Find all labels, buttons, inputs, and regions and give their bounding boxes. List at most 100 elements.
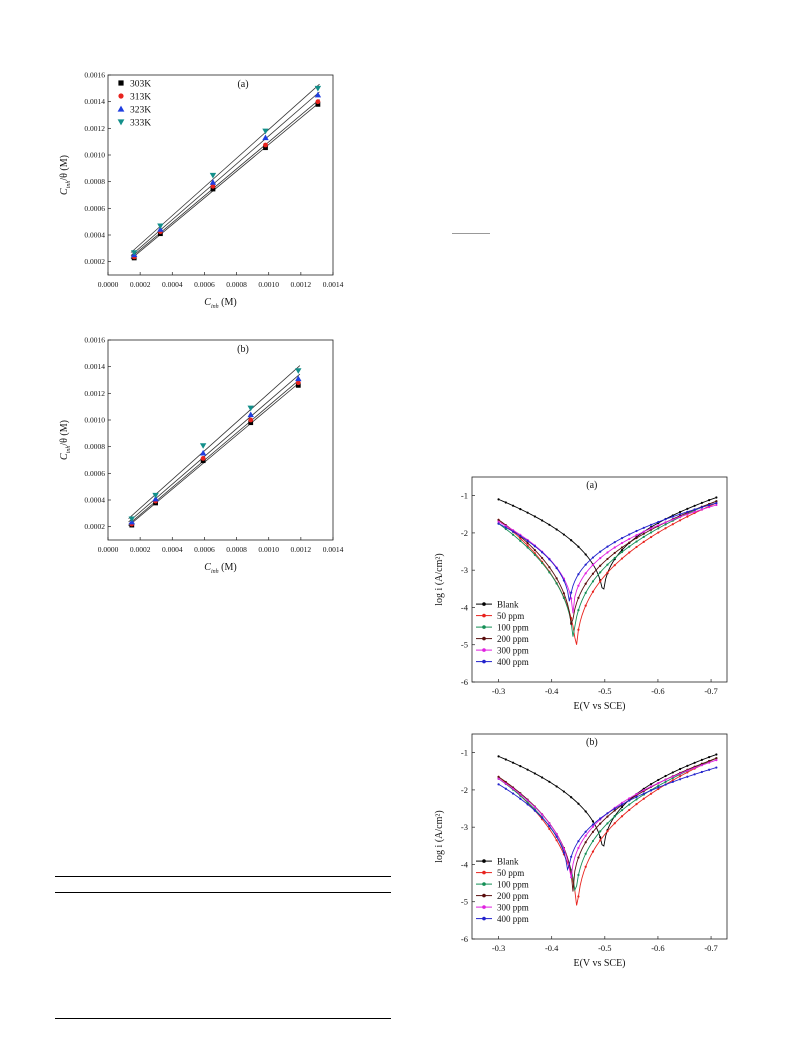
plot-frame — [107, 74, 334, 276]
curve-point-400 ppm — [584, 563, 587, 566]
curve-point-400 ppm — [628, 799, 631, 802]
x-axis-label: Cinh (M) — [204, 562, 236, 575]
curve-point-100 ppm — [562, 596, 566, 600]
y-tick-label: -4 — [461, 859, 469, 869]
curve-point-100 ppm — [664, 523, 667, 526]
curve-point-300 ppm — [693, 510, 696, 513]
curve-point-400 ppm — [642, 792, 645, 795]
curve-point-400 ppm — [562, 851, 566, 854]
curve-point-100 ppm — [555, 582, 558, 585]
curve-point-300 ppm — [635, 534, 638, 537]
curve-point-Blank — [599, 836, 602, 839]
curve-point-Blank — [591, 820, 595, 823]
x-tick-label: 0.0010 — [258, 545, 279, 554]
table-rule-mid — [55, 892, 391, 893]
y-tick-label: 0.0014 — [84, 97, 105, 106]
curve-point-300 ppm — [504, 782, 507, 785]
data-point-313K — [315, 99, 321, 105]
curve-point-Blank — [686, 764, 689, 767]
curve-point-50 ppm — [591, 590, 595, 593]
curve-point-100 ppm — [577, 873, 580, 877]
curve-point-50 ppm — [606, 571, 609, 574]
curve-point-Blank — [693, 761, 696, 764]
curve-point-200 ppm — [642, 532, 645, 535]
x-tick-label: 0.0012 — [291, 545, 312, 554]
curve-point-200 ppm — [548, 566, 551, 569]
curve-point-300 ppm — [700, 764, 703, 767]
y-tick-label: 0.0012 — [84, 124, 105, 133]
x-tick-label: -0.3 — [492, 686, 505, 696]
curve-point-100 ppm — [591, 839, 595, 843]
curve-point-50 ppm — [577, 628, 580, 631]
curve-point-50 ppm — [649, 535, 653, 539]
chart-title: (b) — [586, 737, 598, 748]
x-tick-label: 0.0004 — [162, 545, 183, 554]
x-axis-label: E(V vs SCE) — [573, 701, 625, 712]
legend-label: 100 ppm — [497, 880, 529, 890]
curve-point-400 ppm — [519, 797, 522, 800]
curve-point-50 ppm — [671, 779, 674, 782]
legend-marker-100 ppm — [482, 882, 486, 886]
y-tick-label: -4 — [461, 602, 469, 612]
curve-point-300 ppm — [686, 513, 689, 516]
curve-point-400 ppm — [613, 541, 616, 544]
curve-point-200 ppm — [613, 809, 616, 812]
curve-point-400 ppm — [548, 825, 551, 828]
x-tick-label: 0.0006 — [194, 545, 215, 554]
curve-point-200 ppm — [497, 775, 500, 778]
legend-marker-400 ppm — [482, 916, 486, 921]
x-tick-label: -0.7 — [704, 686, 717, 696]
curve-point-50 ppm — [664, 527, 667, 530]
curve-point-200 ppm — [599, 822, 602, 825]
curve-point-100 ppm — [548, 571, 551, 574]
curve-point-200 ppm — [541, 556, 544, 560]
data-point-333K — [152, 492, 159, 499]
legend-marker-Blank — [482, 859, 486, 863]
legend-label: 300 ppm — [497, 646, 529, 656]
y-tick-label: 0.0006 — [84, 469, 105, 478]
curve-point-Blank — [715, 753, 718, 756]
curve-point-400 ppm — [620, 537, 624, 540]
curve-point-50 ppm — [686, 515, 689, 518]
curve-point-Blank — [671, 771, 674, 774]
curve-point-400 ppm — [606, 545, 609, 548]
y-axis-label: log i (A/cm²) — [434, 810, 445, 862]
y-tick-label: 0.0010 — [84, 416, 105, 425]
table-rule-bottom — [55, 1018, 391, 1019]
curve-point-Blank — [649, 783, 653, 786]
y-tick-label: -2 — [461, 528, 468, 538]
curve-point-Blank — [555, 785, 558, 788]
curve-point-300 ppm — [649, 527, 653, 530]
curve-point-Blank — [678, 510, 682, 514]
y-tick-label: -1 — [461, 748, 468, 758]
curve-point-50 ppm — [620, 815, 624, 818]
data-point-323K — [262, 134, 269, 141]
curve-point-Blank — [620, 548, 624, 552]
curve-point-400 ppm — [657, 520, 660, 524]
curve-point-50 ppm — [642, 540, 645, 543]
curve-point-Blank — [497, 498, 500, 501]
data-point-323K — [314, 91, 322, 98]
curve-point-300 ppm — [533, 806, 536, 809]
curve-point-400 ppm — [504, 526, 507, 529]
curve-point-400 ppm — [678, 778, 682, 781]
data-point-303K — [315, 101, 321, 107]
data-point-333K — [199, 443, 207, 449]
y-tick-label: 0.0010 — [84, 151, 105, 160]
legend-label: 400 ppm — [497, 657, 529, 667]
legend-label: 200 ppm — [497, 634, 529, 644]
curve-point-400 ppm — [628, 533, 631, 536]
curve-point-50 ppm — [620, 557, 624, 560]
curve-point-400 ppm — [649, 523, 653, 526]
data-point-303K — [248, 420, 254, 426]
curve-point-Blank — [541, 519, 544, 522]
curve-point-400 ppm — [678, 513, 682, 516]
curve-point-400 ppm — [533, 545, 536, 548]
x-tick-label: 0.0014 — [323, 280, 344, 289]
curve-point-400 ppm — [635, 795, 638, 799]
curve-point-Blank — [504, 758, 507, 761]
y-tick-label: 0.0008 — [84, 442, 105, 451]
curve-point-300 ppm — [562, 847, 566, 850]
curve-point-300 ppm — [686, 769, 689, 772]
curve-point-Blank — [526, 768, 529, 771]
